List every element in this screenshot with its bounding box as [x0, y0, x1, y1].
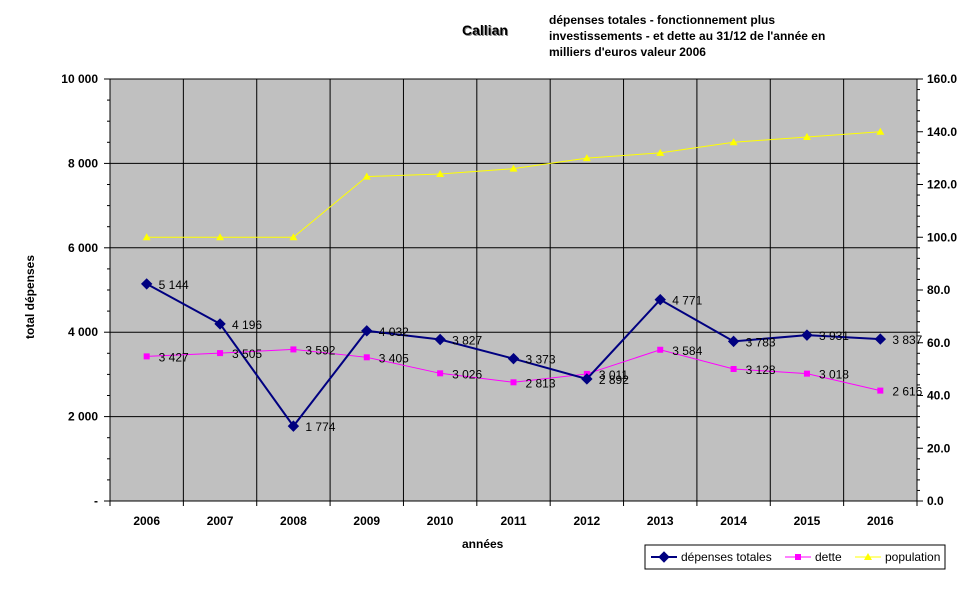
data-point: [290, 346, 297, 353]
y-left-tick-label: 4 000: [68, 325, 98, 339]
y-right-tick-label: 40.0: [927, 389, 951, 403]
x-tick-label: 2008: [280, 514, 307, 528]
data-point: [657, 346, 664, 353]
y-right-tick-label: 140.0: [927, 125, 957, 139]
data-label: 3 018: [819, 368, 849, 382]
y-left-tick-label: 6 000: [68, 241, 98, 255]
data-point: [727, 335, 740, 348]
data-point: [363, 354, 370, 361]
data-point: [361, 325, 373, 337]
legend-label: dépenses totales: [681, 550, 772, 564]
data-label: 3 837: [892, 333, 922, 347]
y-left-tick-label: -: [94, 494, 98, 508]
data-point: [801, 329, 813, 341]
x-tick-label: 2010: [427, 514, 454, 528]
data-point: [864, 553, 872, 560]
data-label: 2 892: [599, 373, 629, 387]
data-label: 3 405: [379, 351, 409, 365]
data-point: [729, 138, 738, 146]
data-point: [877, 387, 884, 394]
plot-area: [109, 78, 918, 502]
chart-title: Callian: [462, 22, 508, 38]
y-left-tick-label: 8 000: [68, 156, 98, 170]
data-label: 5 144: [159, 278, 189, 292]
x-tick-label: 2014: [720, 514, 747, 528]
data-label: 4 771: [672, 294, 702, 308]
x-tick-label: 2013: [647, 514, 674, 528]
x-tick-label: 2009: [353, 514, 380, 528]
x-tick-label: 2011: [500, 514, 526, 528]
data-label: 3 011: [599, 368, 628, 382]
data-point: [658, 551, 670, 563]
y-right-tick-label: 0.0: [927, 494, 944, 508]
legend-label: population: [885, 550, 940, 564]
legend-label: dette: [815, 550, 842, 564]
data-label: 3 128: [746, 363, 776, 377]
y-right-tick-label: 60.0: [927, 336, 951, 350]
data-label: 2 813: [526, 376, 556, 390]
data-label: 2 616: [892, 385, 922, 399]
x-axis-label: années: [462, 537, 504, 551]
data-point: [581, 373, 593, 385]
chart-subtitle: dépenses totales - fonctionnement plus i…: [549, 12, 849, 60]
data-point: [582, 154, 591, 162]
x-tick-label: 2016: [867, 514, 894, 528]
data-label: 3 373: [526, 353, 556, 367]
data-label: 3 931: [819, 329, 849, 343]
y-right-tick-label: 100.0: [927, 230, 957, 244]
data-point: [803, 370, 810, 377]
y-right-tick-label: 160.0: [927, 72, 957, 86]
data-label: 3 783: [746, 335, 776, 349]
data-point: [874, 333, 887, 345]
data-label: 4 032: [379, 325, 409, 339]
x-tick-label: 2012: [574, 514, 601, 528]
y-left-tick-label: 2 000: [68, 410, 98, 424]
data-label: 3 505: [232, 347, 262, 361]
data-point: [217, 350, 224, 357]
data-label: 3 026: [452, 367, 482, 381]
data-label: 3 427: [159, 350, 189, 364]
data-label: 3 584: [672, 344, 702, 358]
data-point: [140, 278, 153, 290]
y-left-tick-label: 10 000: [61, 72, 98, 86]
data-point: [436, 169, 445, 177]
data-point: [795, 554, 801, 560]
data-label: 3 827: [452, 334, 482, 348]
data-point: [507, 352, 520, 365]
x-tick-label: 2006: [133, 514, 160, 528]
data-point: [510, 379, 517, 386]
data-point: [437, 370, 444, 377]
data-label: 3 592: [305, 343, 335, 357]
y-right-tick-label: 20.0: [927, 441, 951, 455]
data-point: [216, 233, 225, 241]
data-point: [214, 318, 226, 330]
data-point: [362, 172, 371, 180]
data-label: 1 774: [305, 420, 335, 434]
data-point: [434, 333, 446, 346]
data-point: [509, 164, 518, 172]
subtitle-line: investissements - et dette au 31/12 de l…: [549, 29, 826, 43]
data-point: [654, 293, 666, 306]
subtitle-line: milliers d'euros valeur 2006: [549, 45, 706, 59]
x-tick-label: 2007: [207, 514, 234, 528]
data-point: [143, 353, 150, 360]
data-point: [287, 420, 300, 432]
x-tick-label: 2015: [794, 514, 821, 528]
data-point: [876, 127, 885, 135]
data-point: [730, 365, 737, 372]
subtitle-line: dépenses totales - fonctionnement plus: [549, 13, 776, 27]
data-point: [142, 233, 151, 241]
data-point: [289, 233, 298, 241]
data-point: [656, 148, 665, 156]
y-right-tick-label: 80.0: [927, 283, 951, 297]
y-right-tick-label: 120.0: [927, 178, 957, 192]
data-point: [802, 133, 811, 141]
data-label: 4 196: [232, 318, 262, 332]
